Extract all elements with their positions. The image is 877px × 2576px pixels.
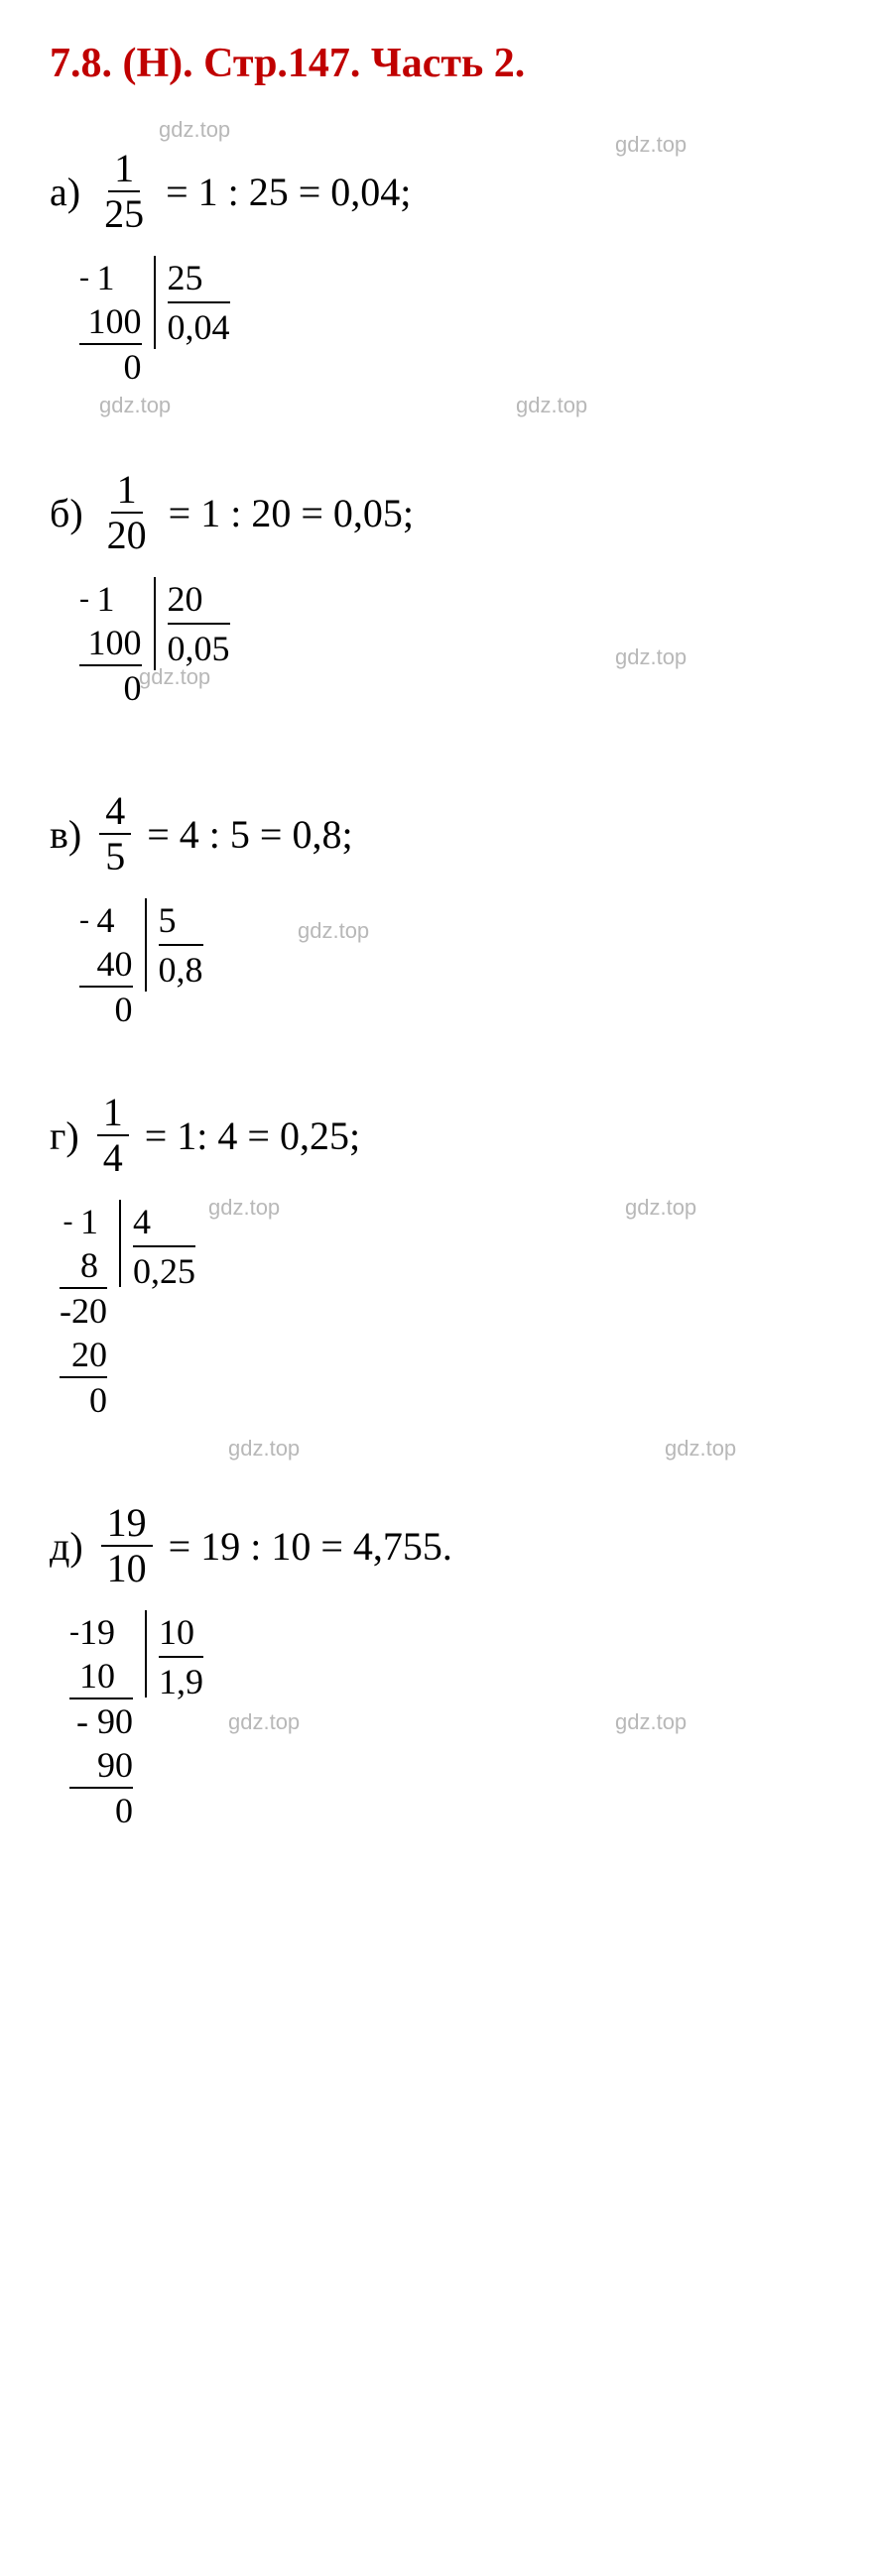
fraction-v: 4 5 (99, 789, 131, 878)
division-b: - 1 100 0 20 0,05 (79, 577, 230, 710)
fraction-d: 19 10 (101, 1501, 153, 1590)
watermark: gdz.top (625, 1195, 696, 1221)
watermark: gdz.top (665, 1436, 736, 1462)
watermark: gdz.top (228, 1709, 300, 1735)
div-remainder: 0 (60, 1378, 107, 1422)
div-step: - 90 (69, 1699, 133, 1743)
div-step: 8 (80, 1245, 98, 1285)
denominator: 4 (97, 1136, 129, 1180)
dividend: 1 (97, 258, 115, 297)
division-v: - 4 40 0 5 0,8 gdz.top (79, 898, 203, 1031)
label-a: а) (50, 169, 80, 215)
div-step: 10 (79, 1656, 115, 1696)
expression-g: = 1: 4 = 0,25; (145, 1112, 360, 1159)
watermark: gdz.top (99, 393, 171, 418)
quotient: 0,04 (168, 303, 230, 349)
div-remainder: 0 (69, 1789, 133, 1832)
numerator: 1 (108, 147, 140, 192)
div-remainder: 0 (79, 988, 133, 1031)
denominator: 5 (99, 835, 131, 878)
numerator: 1 (97, 1091, 129, 1136)
denominator: 20 (101, 514, 153, 557)
expression-v: = 4 : 5 = 0,8; (147, 811, 352, 858)
division-d: -19 10 - 90 90 0 10 1,9 gdz.top gdz.top (69, 1610, 203, 1832)
watermark: gdz.top (208, 1195, 280, 1221)
dividend: 1 (80, 1202, 98, 1241)
label-g: г) (50, 1112, 79, 1159)
division-a: - 1 100 0 25 0,04 (79, 256, 230, 389)
numerator: 19 (101, 1501, 153, 1547)
expression-b: = 1 : 20 = 0,05; (169, 490, 414, 536)
quotient: 0,8 (159, 946, 203, 992)
watermark: gdz.top (615, 644, 687, 670)
quotient: 1,9 (159, 1658, 203, 1703)
denominator: 25 (98, 192, 150, 236)
div-step: 20 (71, 1335, 107, 1374)
division-g: - 1 8 -20 20 0 4 0,25 gdz.top gdz.top (60, 1200, 195, 1422)
problem-v: в) 4 5 = 4 : 5 = 0,8; - 4 40 0 5 0,8 gdz… (50, 789, 827, 1031)
equation-b: б) 1 20 = 1 : 20 = 0,05; (50, 468, 827, 557)
equation-a: а) 1 25 = 1 : 25 = 0,04; (50, 147, 827, 236)
divisor: 10 (159, 1610, 203, 1658)
problem-a: gdz.top gdz.top а) 1 25 = 1 : 25 = 0,04;… (50, 147, 827, 389)
denominator: 10 (101, 1547, 153, 1590)
divisor: 4 (133, 1200, 195, 1247)
quotient: 0,05 (168, 625, 230, 670)
div-step: 100 (79, 299, 142, 345)
equation-d: д) 19 10 = 19 : 10 = 4,755. (50, 1501, 827, 1590)
dividend: 1 (97, 579, 115, 619)
div-step: -20 (60, 1289, 107, 1333)
label-d: д) (50, 1523, 83, 1570)
divisor: 5 (159, 898, 203, 946)
watermark: gdz.top (516, 393, 587, 418)
numerator: 1 (111, 468, 143, 514)
watermark: gdz.top (298, 918, 369, 944)
quotient: 0,25 (133, 1247, 195, 1293)
watermark: gdz.top (159, 117, 230, 143)
dividend: 19 (79, 1612, 115, 1652)
div-remainder: 0 (79, 666, 142, 710)
numerator: 4 (99, 789, 131, 835)
watermark: gdz.top (615, 1709, 687, 1735)
divisor: 25 (168, 256, 230, 303)
equation-v: в) 4 5 = 4 : 5 = 0,8; (50, 789, 827, 878)
fraction-b: 1 20 (101, 468, 153, 557)
page-title: 7.8. (Н). Стр.147. Часть 2. (50, 40, 827, 87)
label-v: в) (50, 811, 81, 858)
problem-d: д) 19 10 = 19 : 10 = 4,755. -19 10 - 90 … (50, 1501, 827, 1832)
problem-g: г) 1 4 = 1: 4 = 0,25; - 1 8 -20 20 0 4 0… (50, 1091, 827, 1422)
div-remainder: 0 (79, 345, 142, 389)
div-step: 100 (79, 621, 142, 666)
div-step: 90 (69, 1743, 133, 1789)
expression-a: = 1 : 25 = 0,04; (166, 169, 411, 215)
equation-g: г) 1 4 = 1: 4 = 0,25; (50, 1091, 827, 1180)
watermark: gdz.top (228, 1436, 300, 1462)
expression-d: = 19 : 10 = 4,755. (169, 1523, 452, 1570)
divisor: 20 (168, 577, 230, 625)
fraction-a: 1 25 (98, 147, 150, 236)
div-step: 40 (79, 942, 133, 988)
dividend: 4 (97, 900, 115, 940)
label-b: б) (50, 490, 83, 536)
problem-b: б) 1 20 = 1 : 20 = 0,05; - 1 100 0 20 0,… (50, 468, 827, 710)
fraction-g: 1 4 (97, 1091, 129, 1180)
